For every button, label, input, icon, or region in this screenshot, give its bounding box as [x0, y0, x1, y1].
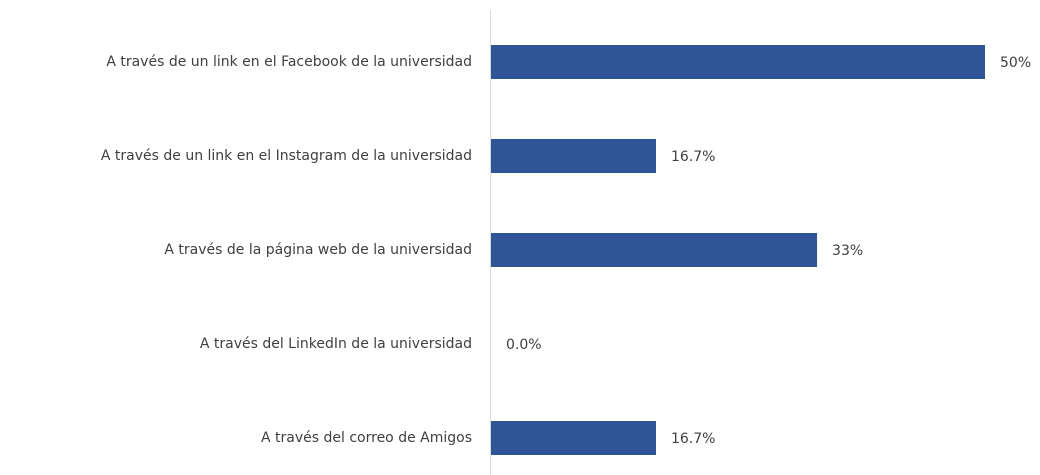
value-label: 50% — [1000, 55, 1031, 71]
category-label: A través del LinkedIn de la universidad — [200, 336, 472, 352]
bar — [491, 233, 818, 267]
value-label: 16.7% — [671, 431, 715, 447]
value-label: 33% — [832, 243, 863, 259]
category-label: A través de un link en el Facebook de la… — [106, 54, 472, 70]
bar — [491, 421, 656, 455]
bar — [491, 45, 985, 79]
value-label: 16.7% — [671, 149, 715, 165]
category-label: A través de la página web de la universi… — [164, 242, 472, 258]
bar — [491, 139, 656, 173]
category-label: A través de un link en el Instagram de l… — [101, 148, 472, 164]
category-label: A través del correo de Amigos — [261, 430, 472, 446]
value-label: 0.0% — [506, 337, 542, 353]
